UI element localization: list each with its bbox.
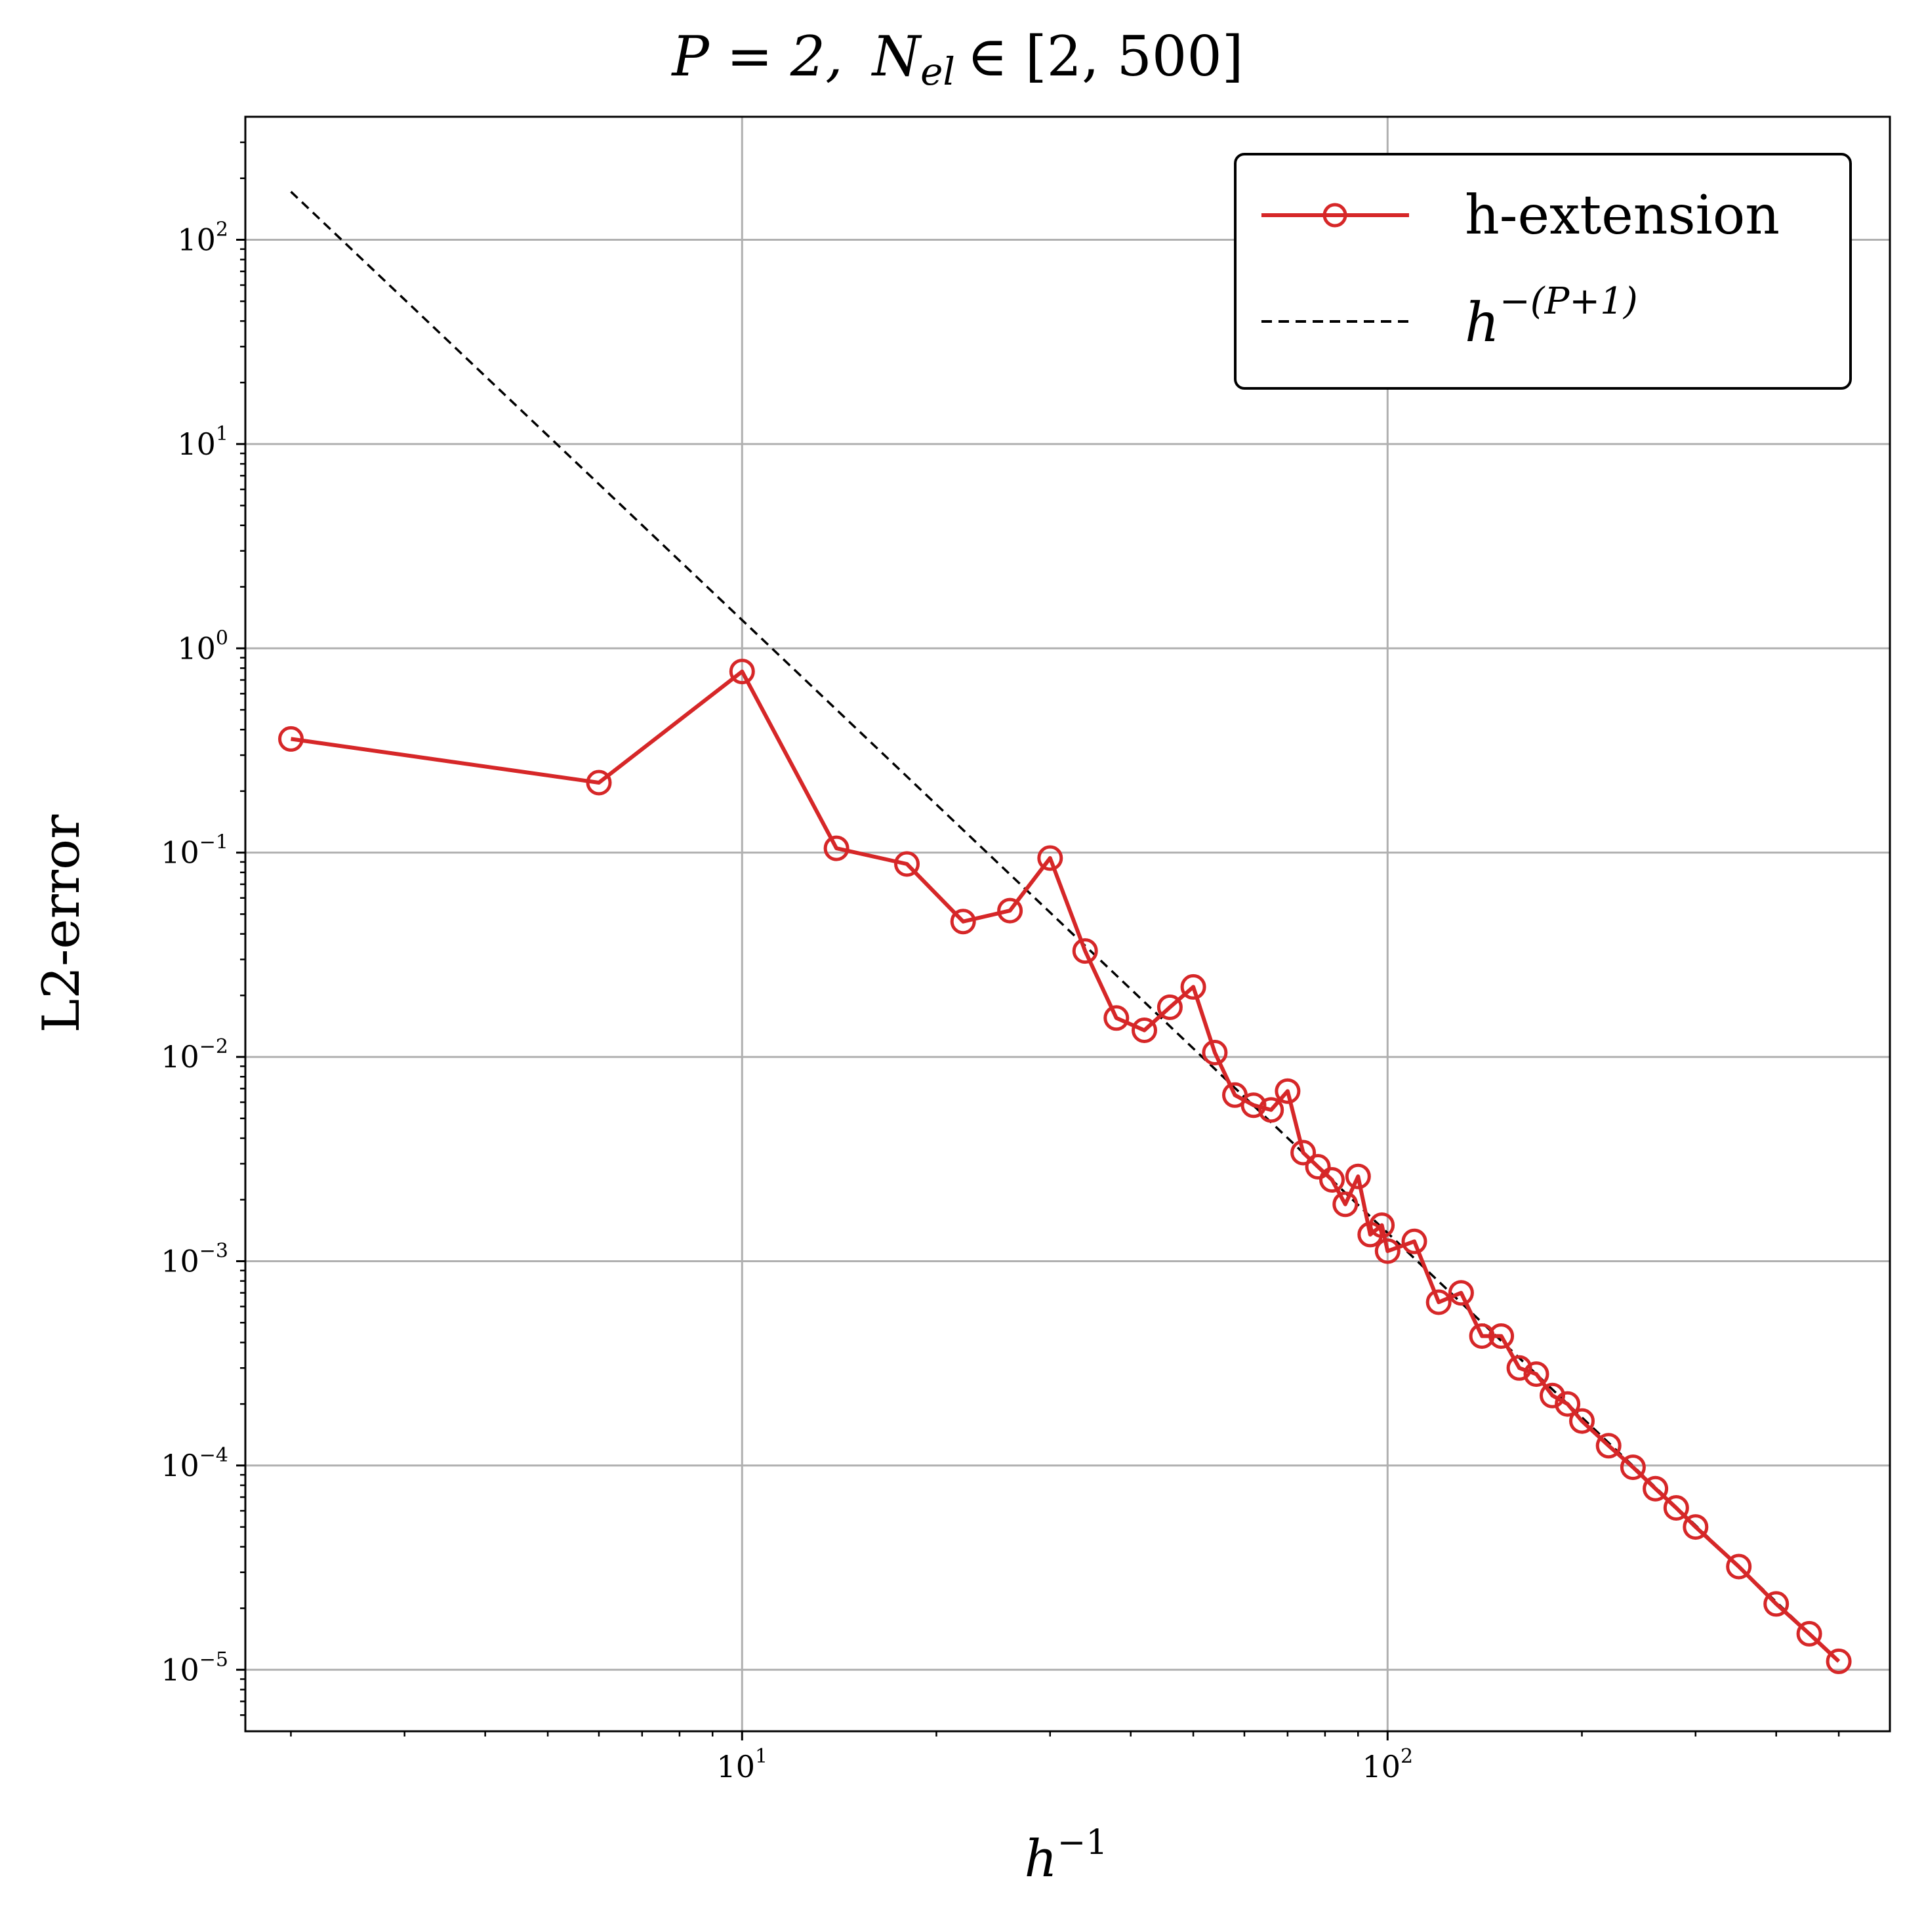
data-point-h-extension [823, 835, 849, 861]
y-tick-label: 102 [177, 218, 228, 257]
data-point-h-extension [1319, 1167, 1345, 1193]
data-point-h-extension [1240, 1092, 1267, 1119]
legend-label-reference: h−(P+1) [1465, 280, 1638, 354]
legend-marker-h-extension [1322, 203, 1347, 228]
y-tick-label: 10−4 [161, 1444, 228, 1483]
data-point-h-extension [1448, 1280, 1474, 1306]
data-point-h-extension [1763, 1591, 1790, 1617]
data-point-h-extension [1523, 1361, 1549, 1387]
data-point-h-extension [1569, 1408, 1595, 1434]
data-point-h-extension [1332, 1191, 1359, 1218]
data-point-h-extension [1156, 994, 1183, 1020]
legend-label-reference-exp: −(P+1) [1500, 280, 1638, 323]
data-point-h-extension [1683, 1514, 1709, 1540]
x-tick-label-exp: 2 [1401, 1745, 1413, 1768]
title-n: N [871, 24, 922, 89]
legend-label-h-extension: h-extension [1465, 184, 1780, 247]
data-point-h-extension [1540, 1382, 1565, 1408]
data-point-h-extension [1620, 1454, 1646, 1481]
y-axis-label: L2-error [32, 814, 91, 1033]
data-point-h-extension [1796, 1620, 1822, 1647]
data-point-h-extension [1826, 1648, 1852, 1674]
y-tick-label: 101 [177, 422, 228, 462]
data-point-h-extension [1103, 1005, 1130, 1031]
y-tick-label-exp: −1 [199, 831, 228, 854]
y-tick-label: 10−1 [161, 831, 228, 871]
x-tick-label: 102 [1362, 1745, 1413, 1784]
data-point-h-extension [1072, 938, 1098, 964]
y-tick-label: 10−2 [161, 1035, 228, 1075]
data-point-h-extension [1726, 1553, 1752, 1580]
data-point-h-extension [950, 909, 976, 935]
x-axis-label: h−1 [1025, 1823, 1108, 1889]
data-point-h-extension [1401, 1228, 1427, 1254]
data-point-h-extension [997, 897, 1023, 924]
x-axis-label-base: h [1025, 1830, 1057, 1889]
data-point-h-extension [1305, 1154, 1331, 1180]
legend: h-extension h−(P+1) [1234, 153, 1852, 390]
x-tick-label-exp: 1 [755, 1745, 768, 1768]
y-tick-label-exp: −5 [199, 1648, 228, 1671]
chart-title: P = 2, Nel ∈ [2, 500] [670, 24, 1243, 94]
x-tick-label: 101 [716, 1745, 768, 1784]
y-tick-label: 10−3 [161, 1239, 228, 1279]
y-tick-label-base: 10 [177, 222, 216, 257]
data-point-h-extension [1202, 1040, 1228, 1065]
y-tick-label: 100 [177, 627, 228, 666]
data-point-h-extension [1643, 1475, 1669, 1502]
legend-label-reference-base: h [1465, 292, 1500, 354]
data-point-h-extension [1506, 1355, 1532, 1381]
data-point-h-extension [1555, 1391, 1581, 1417]
data-point-h-extension [586, 770, 612, 796]
data-point-h-extension [1345, 1163, 1371, 1189]
series-line-h-extension [291, 669, 1841, 1663]
y-tick-label-exp: −4 [199, 1444, 228, 1467]
y-tick-label-base: 10 [177, 630, 216, 666]
series-line-reference [290, 190, 1840, 1662]
data-point-h-extension [1180, 974, 1206, 1000]
axis-ticks [236, 141, 1840, 1740]
x-tick-label-base: 10 [1362, 1749, 1401, 1784]
data-point-h-extension [1663, 1495, 1689, 1521]
y-tick-label-base: 10 [161, 835, 199, 871]
y-tick-label-base: 10 [161, 1652, 199, 1687]
y-tick-label-exp: 2 [216, 218, 228, 241]
y-tick-label-base: 10 [161, 1039, 199, 1075]
x-tick-label-base: 10 [716, 1749, 755, 1784]
data-point-h-extension [1037, 845, 1063, 871]
data-point-h-extension [1374, 1238, 1401, 1264]
data-point-h-extension [278, 726, 304, 752]
plot-frame [244, 115, 1891, 1733]
y-tick-label-exp: 0 [216, 627, 228, 649]
x-axis-label-exp: −1 [1057, 1823, 1108, 1862]
data-point-h-extension [1425, 1289, 1452, 1315]
y-tick-label-exp: −3 [199, 1239, 228, 1262]
data-point-h-extension [1290, 1140, 1317, 1166]
y-tick-label-base: 10 [161, 1243, 199, 1279]
data-point-h-extension [1132, 1017, 1157, 1043]
title-lhs: P = 2, [670, 24, 842, 89]
y-tick-label-base: 10 [177, 426, 216, 462]
data-point-h-extension [1369, 1212, 1395, 1239]
grid [245, 117, 1890, 1731]
data-point-h-extension [729, 659, 755, 685]
y-tick-label-base: 10 [161, 1448, 199, 1483]
data-point-h-extension [1469, 1323, 1495, 1349]
title-n-sub: el [920, 49, 955, 94]
data-point-h-extension [1595, 1433, 1622, 1459]
legend-box [1234, 153, 1852, 390]
data-point-h-extension [1488, 1323, 1515, 1349]
series-layer [278, 190, 1852, 1674]
title-rest: ∈ [2, 500] [967, 24, 1244, 89]
y-tick-label-exp: 1 [216, 422, 228, 445]
data-point-h-extension [1275, 1078, 1301, 1104]
y-tick-label-exp: −2 [199, 1035, 228, 1058]
y-tick-label: 10−5 [161, 1648, 228, 1687]
data-point-h-extension [1258, 1097, 1284, 1123]
data-point-h-extension [894, 851, 920, 877]
